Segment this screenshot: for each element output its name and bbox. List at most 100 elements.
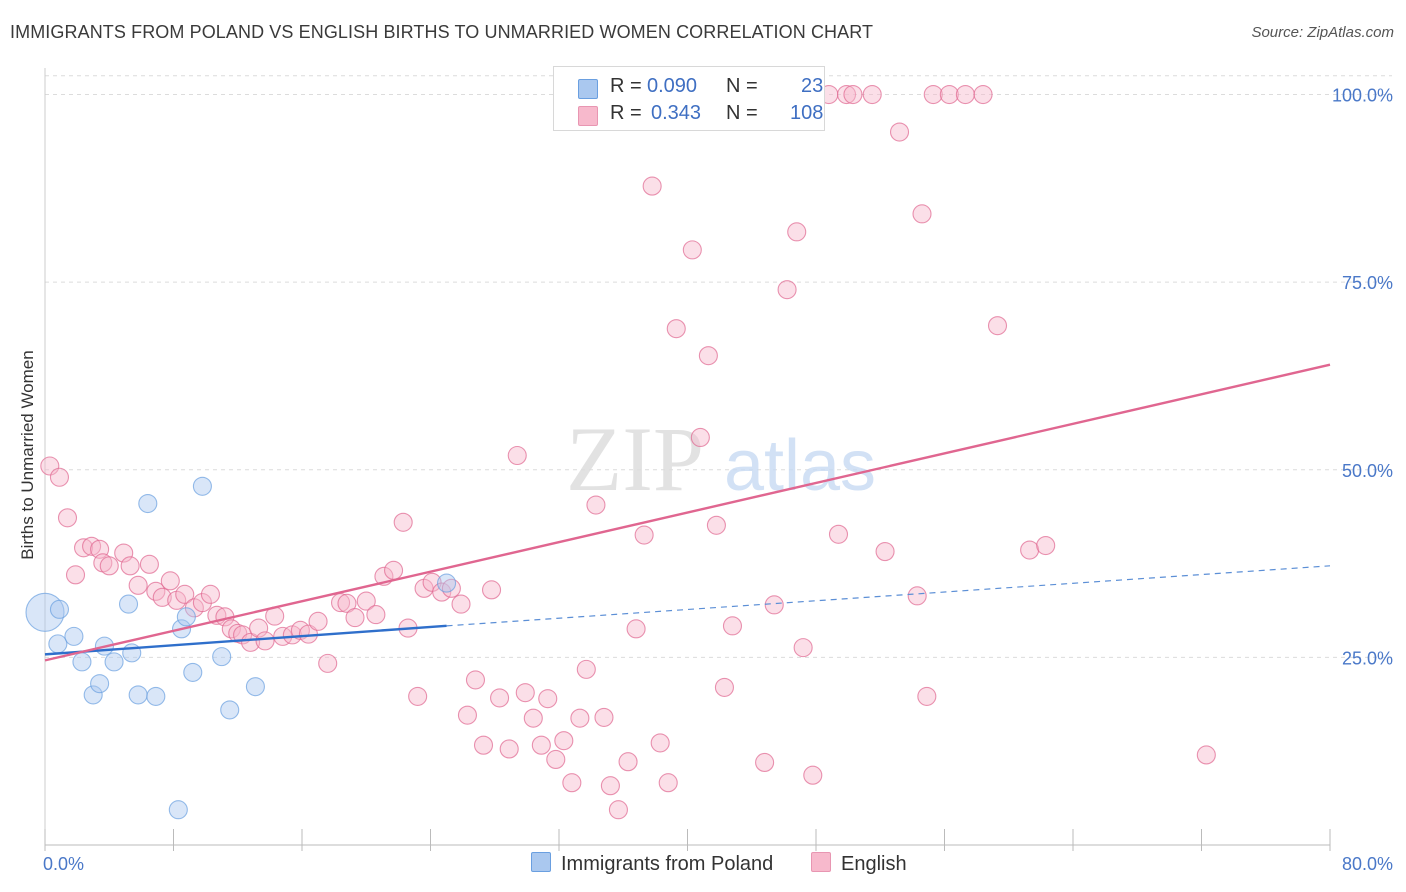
point-english [393, 512, 413, 532]
point-english [490, 688, 510, 708]
point-english [241, 632, 261, 652]
point-poland [49, 599, 70, 619]
point-english [722, 616, 743, 636]
point-english [451, 594, 471, 614]
point-english [618, 752, 638, 772]
point-english [600, 776, 620, 796]
watermark: ZIP atlas [566, 408, 876, 510]
grid [45, 75, 1392, 658]
point-english [65, 565, 86, 585]
point-poland [212, 647, 232, 667]
point-english [422, 572, 442, 592]
point-poland [64, 626, 84, 646]
legend-n-label: N = [726, 75, 758, 97]
bottom-legend-english: English [811, 852, 907, 876]
point-english [192, 593, 212, 613]
point-english [764, 595, 784, 615]
bottom-legend-label-poland: Immigrants from Poland [561, 853, 774, 875]
point-english [523, 708, 543, 728]
bottom-legend-label-english: English [841, 853, 907, 875]
point-english [175, 584, 195, 604]
point-english [1020, 540, 1040, 560]
point-english [912, 204, 932, 224]
point-english [777, 280, 797, 300]
point-english [658, 773, 678, 793]
legend-r-label: R = [610, 102, 642, 124]
bottom-legend-swatch-english [811, 852, 831, 872]
point-english [586, 495, 606, 515]
point-english [457, 705, 477, 725]
legend-n-value: 108 [790, 102, 824, 124]
legend-swatch-poland [578, 79, 598, 99]
point-english [570, 708, 590, 728]
point-english [843, 84, 863, 105]
point-poland [437, 573, 457, 593]
y-tick-label: 75.0% [1342, 273, 1393, 293]
point-english [594, 707, 614, 727]
legend-swatch-english [578, 106, 598, 126]
point-poland [90, 674, 110, 694]
point-english [465, 670, 486, 690]
point-poland [83, 685, 103, 705]
point-english [666, 319, 686, 339]
trend-lines [44, 363, 1331, 662]
point-english [650, 733, 670, 753]
point-poland [168, 800, 188, 820]
x-tick-label-max: 80.0% [1342, 854, 1393, 874]
legend-n-value: 23 [801, 75, 824, 97]
point-english [682, 240, 702, 260]
point-english [499, 739, 519, 759]
point-english [473, 735, 494, 755]
point-english [793, 638, 813, 658]
point-english [576, 659, 596, 679]
point-poland [128, 685, 148, 705]
point-poland [72, 652, 92, 672]
point-english [531, 735, 551, 755]
legend-r-value: 0.090 [647, 75, 698, 97]
axes [44, 68, 1331, 851]
point-english [642, 176, 662, 196]
watermark-zip: ZIP [566, 408, 704, 510]
point-english [356, 591, 376, 611]
legend-r-value: 0.343 [651, 102, 702, 124]
point-english [120, 556, 140, 576]
point-english [160, 571, 180, 591]
point-english [432, 582, 452, 602]
point-english [318, 653, 338, 673]
trend-line-english [44, 363, 1331, 662]
point-english [345, 608, 365, 628]
point-english [408, 686, 428, 706]
point-english [128, 575, 148, 595]
point-poland [183, 662, 203, 682]
point-english [862, 84, 882, 105]
point-english [714, 677, 734, 697]
point-poland [25, 592, 65, 632]
point-poland [192, 476, 212, 496]
source-label: Source: ZipAtlas.com [1251, 24, 1394, 41]
point-english [49, 467, 70, 487]
point-english [787, 222, 807, 242]
point-english [139, 554, 159, 574]
legend-n-label: N = [726, 102, 758, 124]
point-poland [146, 686, 166, 706]
tick-labels: 25.0% 50.0% 75.0% 100.0% 0.0% 80.0% [43, 86, 1393, 874]
point-poland [176, 607, 196, 627]
legend-row-english: R = 0.343 N = 108 [554, 100, 824, 130]
point-english [987, 316, 1008, 336]
bottom-legend-swatch-poland [531, 852, 551, 872]
point-english [889, 122, 910, 142]
point-english [828, 524, 849, 544]
point-english [74, 538, 94, 558]
point-english [99, 556, 119, 576]
point-english [1036, 536, 1056, 556]
point-english [836, 84, 857, 105]
point-english [907, 586, 927, 606]
point-english [384, 560, 404, 580]
point-english [973, 84, 993, 105]
y-tick-label: 25.0% [1342, 648, 1393, 668]
point-english [507, 445, 527, 466]
point-english [562, 773, 582, 793]
point-english [917, 686, 937, 706]
point-english [515, 683, 535, 703]
point-english [57, 508, 78, 528]
